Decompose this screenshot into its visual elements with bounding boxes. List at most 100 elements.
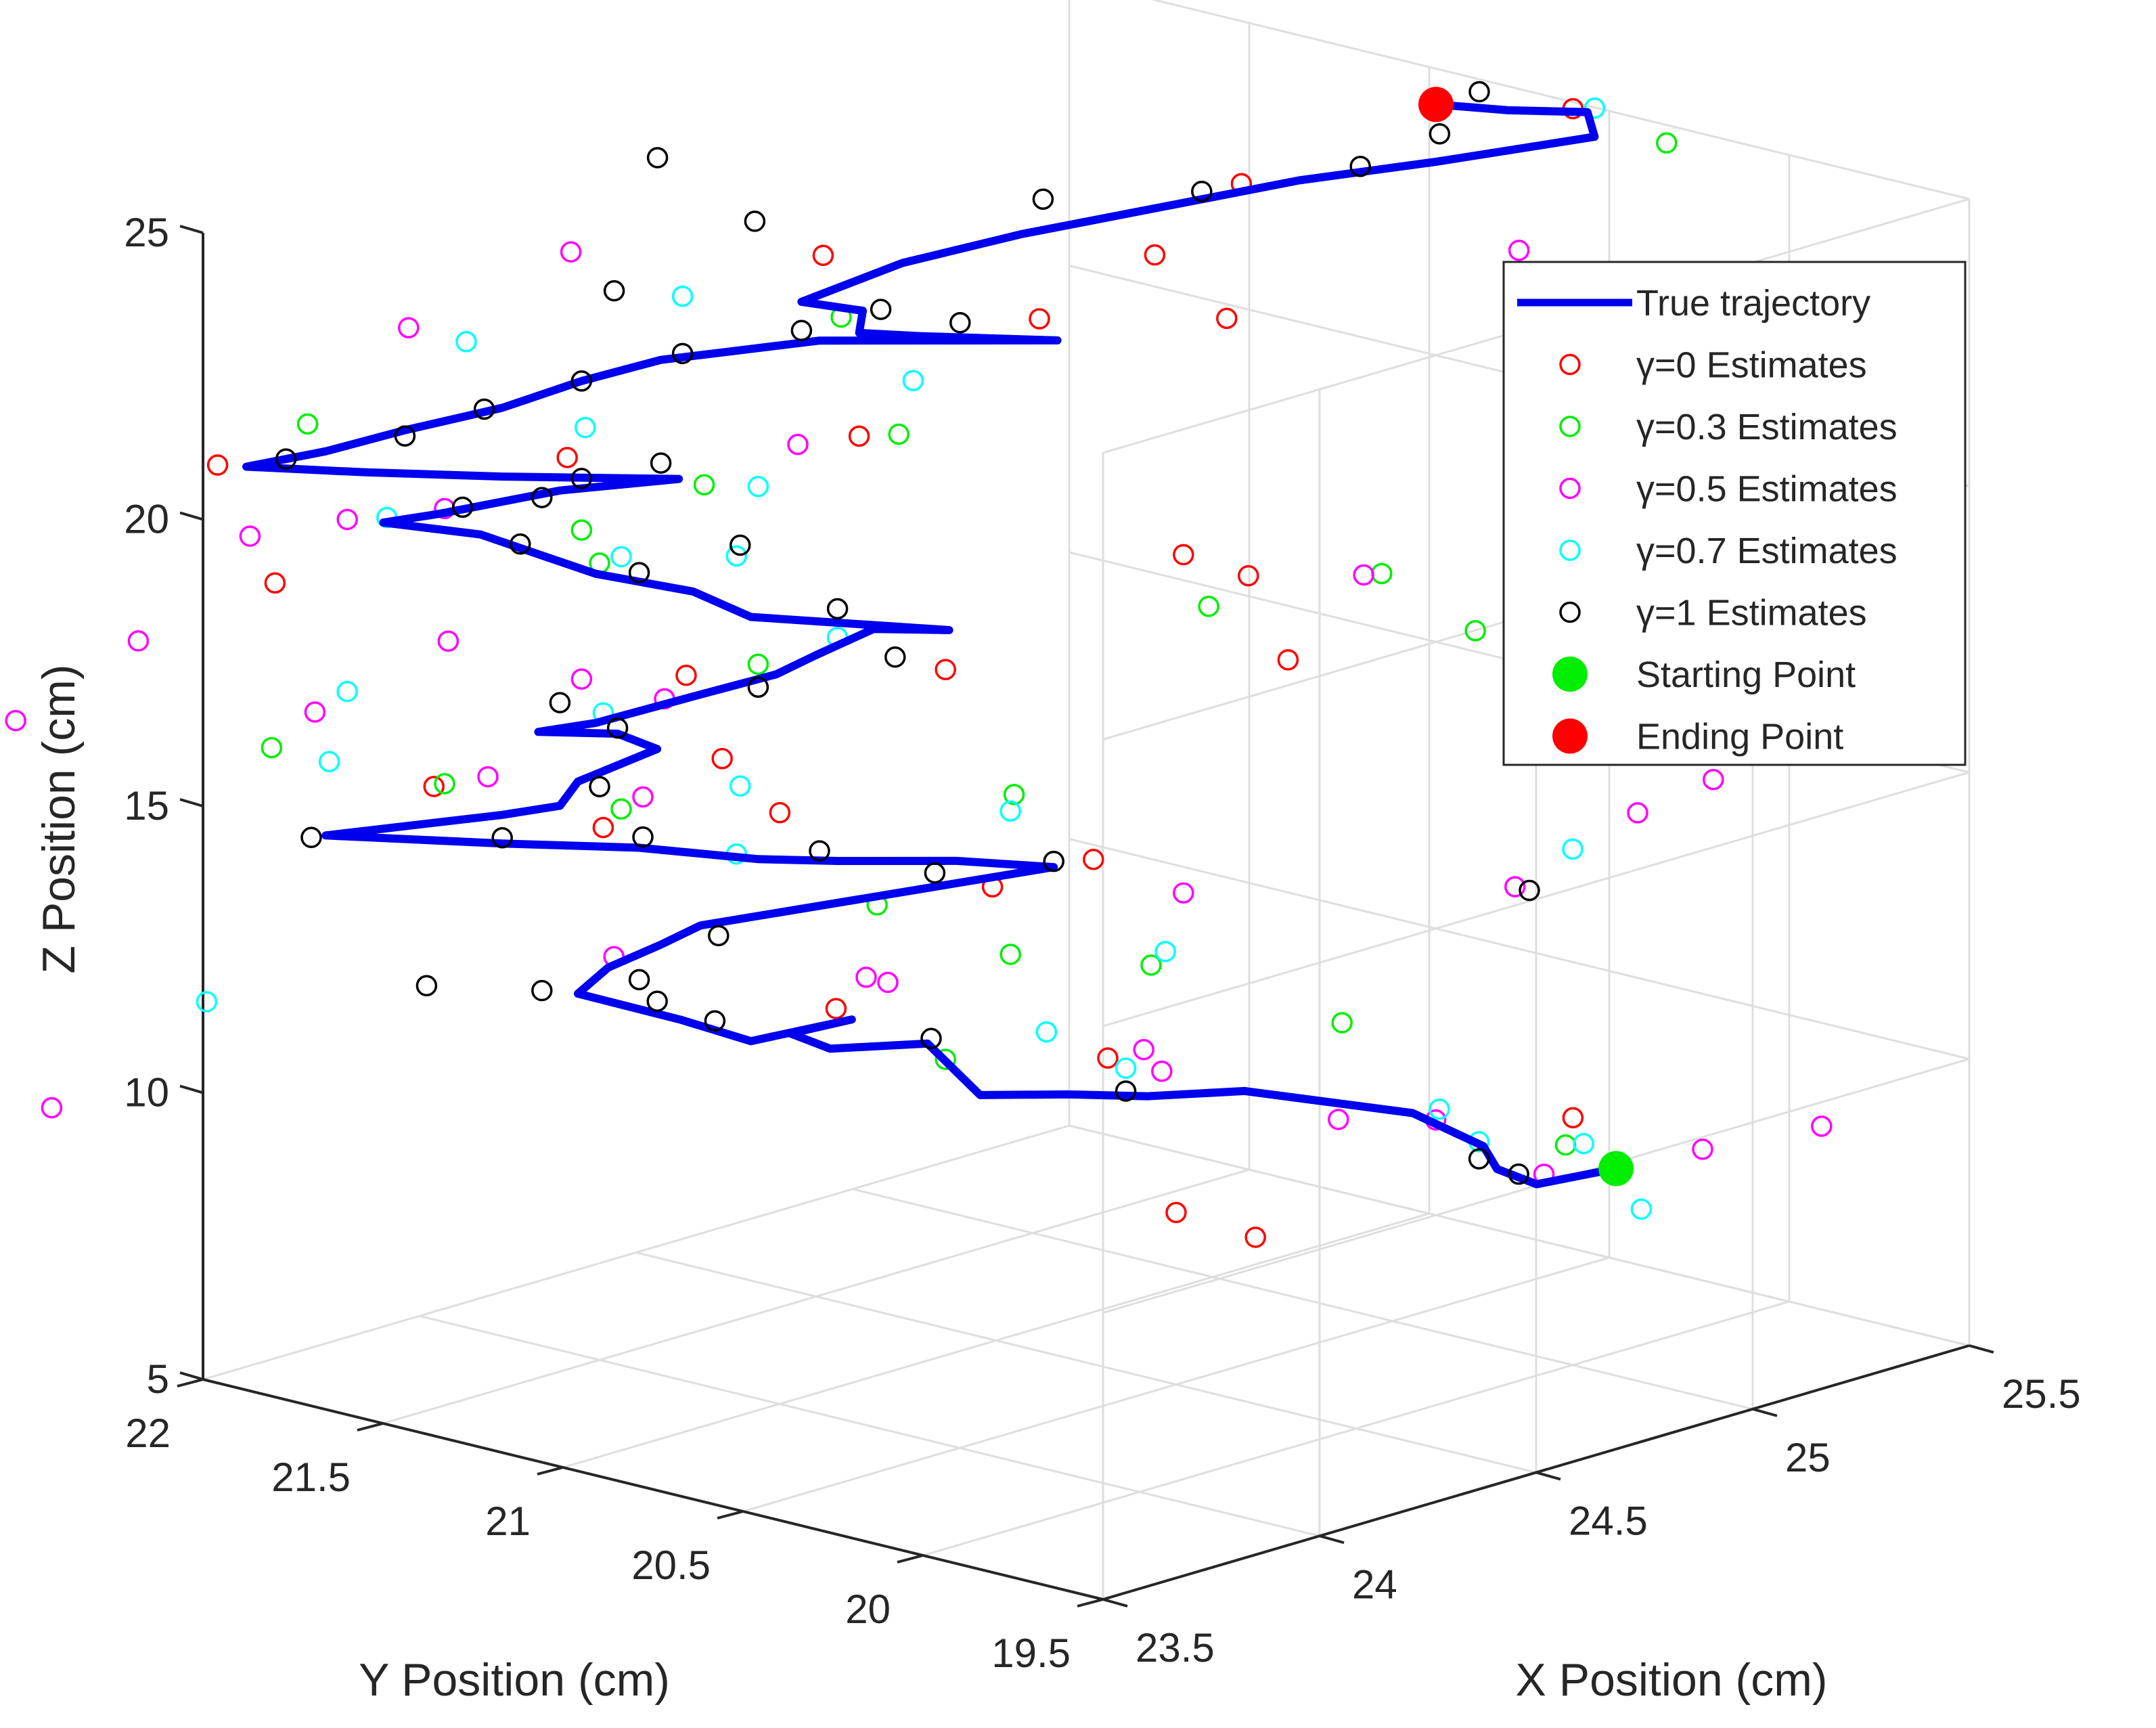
gamma-0.7-estimate — [1429, 1099, 1450, 1120]
gamma-0.3-estimate — [747, 653, 769, 675]
legend-circle-swatch — [1559, 353, 1581, 376]
y-tick — [537, 1466, 564, 1476]
gamma-0.5-estimate — [477, 766, 499, 788]
gamma-0-estimate — [1562, 1107, 1584, 1129]
gamma-1-estimate — [704, 1010, 726, 1032]
gamma-0.7-estimate — [196, 991, 218, 1013]
gamma-0.7-estimate — [747, 476, 769, 497]
gamma-0.7-estimate — [1000, 800, 1021, 822]
gamma-0.5-estimate — [877, 971, 899, 994]
gamma-0-estimate — [1238, 564, 1259, 587]
gamma-0-estimate — [675, 664, 697, 686]
grid-line — [419, 1314, 1320, 1537]
y-tick-label: 21.5 — [271, 1455, 351, 1500]
gamma-1-estimate — [1429, 123, 1451, 145]
gamma-0.5-estimate — [127, 630, 150, 652]
gamma-0.5-estimate — [304, 701, 326, 723]
gamma-0.3-estimate — [888, 423, 909, 445]
gamma-1-estimate — [1032, 188, 1054, 210]
true-trajectory-line — [242, 100, 1621, 1189]
grid-line — [852, 1188, 1753, 1411]
gamma-0-estimate — [1165, 1201, 1187, 1224]
gamma-0.3-estimate — [296, 413, 319, 435]
gamma-1-estimate — [646, 147, 669, 169]
y-axis-label: Y Position (cm) — [359, 1654, 670, 1706]
gamma-0.5-estimate — [1508, 240, 1530, 261]
gamma-1-estimate — [708, 925, 729, 947]
gamma-0-estimate — [825, 998, 847, 1019]
gamma-1-estimate — [549, 692, 571, 713]
gamma-0.5-estimate — [632, 786, 654, 808]
gamma-0-estimate — [848, 425, 870, 447]
x-tick-label: 25 — [1785, 1435, 1831, 1480]
gamma-0-estimate — [556, 447, 578, 468]
legend-entry: γ=0 Estimates — [1559, 345, 1867, 386]
gamma-0.7-estimate — [725, 545, 748, 567]
gamma-1-estimate — [300, 826, 322, 849]
grid-line — [742, 1256, 1610, 1513]
gamma-0.7-estimate — [1115, 1057, 1137, 1079]
grid-line — [635, 1251, 1537, 1474]
gamma-0.5-estimate — [1692, 1138, 1713, 1160]
x-tick — [1752, 1407, 1778, 1417]
gamma-1-estimate — [491, 826, 513, 849]
x-tick-label: 25.5 — [2002, 1371, 2081, 1417]
z-tick-label: 15 — [124, 783, 169, 828]
gamma-0.3-estimate — [1464, 620, 1486, 642]
x-tick — [1319, 1534, 1345, 1545]
x-tick — [1535, 1471, 1561, 1481]
grid — [202, 0, 1971, 1601]
y-tick-label: 20.5 — [631, 1543, 711, 1588]
legend-entry: γ=0.3 Estimates — [1559, 407, 1897, 447]
gamma-0.5-estimate — [239, 525, 261, 547]
y-tick-label: 22 — [125, 1411, 171, 1456]
z-tick — [179, 511, 204, 521]
y-tick — [357, 1422, 384, 1432]
gamma-1-estimate — [949, 312, 971, 334]
legend-label: Ending Point — [1636, 717, 1843, 757]
gamma-0-estimate — [711, 748, 733, 770]
gamma-1-estimate — [473, 398, 495, 420]
legend-dot-swatch — [1552, 718, 1588, 754]
legend-label: γ=1 Estimates — [1636, 593, 1867, 634]
gamma-0.5-estimate — [398, 317, 420, 338]
gamma-0.3-estimate — [261, 736, 283, 759]
gamma-1-estimate — [884, 646, 906, 668]
gamma-1-estimate — [394, 425, 416, 447]
grid-line — [382, 1168, 1250, 1425]
gamma-0.5-estimate — [1627, 802, 1648, 824]
legend-entry: γ=0.5 Estimates — [1559, 469, 1897, 510]
x-tick — [1969, 1344, 1994, 1354]
gamma-1-estimate — [628, 969, 650, 991]
y-tick — [717, 1510, 744, 1520]
gamma-1-estimate — [1508, 1163, 1529, 1185]
gamma-0-estimate — [1173, 544, 1194, 566]
z-axis-label: Z Position (cm) — [33, 664, 85, 973]
gamma-0-estimate — [1097, 1047, 1119, 1069]
gamma-0.3-estimate — [693, 474, 715, 495]
gamma-1-estimate — [920, 1027, 942, 1050]
gamma-0.7-estimate — [1562, 838, 1584, 860]
gamma-0.7-estimate — [575, 416, 596, 439]
gamma-0.5-estimate — [560, 241, 582, 263]
legend-entry: Starting Point — [1552, 655, 1856, 695]
x-axis-label: X Position (cm) — [1516, 1654, 1828, 1706]
gamma-1-estimate — [1191, 180, 1213, 202]
legend-entry: True trajectory — [1517, 283, 1870, 324]
z-tick-label: 10 — [124, 1070, 169, 1115]
gamma-1-estimate — [570, 370, 593, 392]
gamma-0.3-estimate — [570, 519, 593, 541]
z-tick — [179, 798, 204, 807]
legend-entry: γ=0.7 Estimates — [1559, 531, 1897, 571]
legend-circle-swatch — [1559, 477, 1581, 500]
gamma-1-estimate — [924, 862, 946, 884]
gamma-0.7-estimate — [902, 370, 924, 391]
gamma-1-estimate — [510, 533, 531, 555]
legend-label: Starting Point — [1636, 655, 1856, 695]
gamma-0-estimate — [592, 816, 614, 839]
gamma-0.5-estimate — [1151, 1060, 1173, 1082]
y-axis-line — [202, 1378, 1104, 1601]
x-tick-label: 24.5 — [1569, 1499, 1648, 1544]
gamma-0.5-estimate — [1504, 876, 1526, 898]
